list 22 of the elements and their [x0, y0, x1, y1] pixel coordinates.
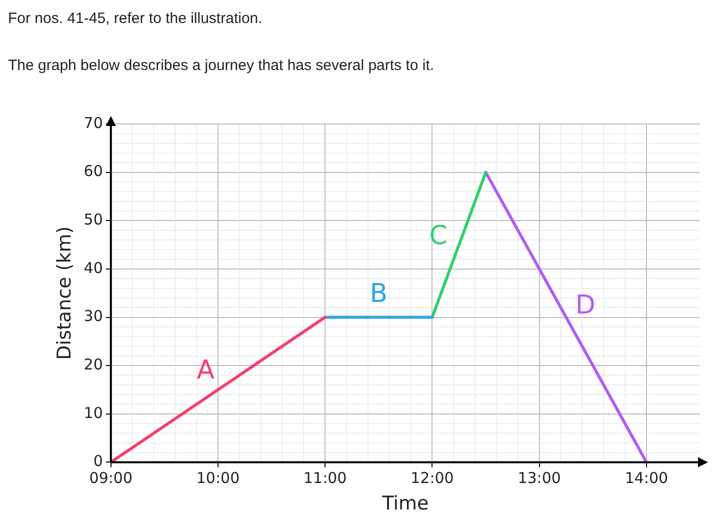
x-tick-label: 13:00	[518, 469, 561, 488]
y-tick-label: 10	[84, 404, 103, 422]
x-tick-label: 14:00	[624, 469, 668, 488]
x-axis-title: Time	[381, 492, 429, 515]
y-axis-title: Distance (km)	[53, 226, 76, 360]
y-tick-label: 0	[93, 452, 103, 470]
x-tick-label: 10:00	[196, 469, 240, 488]
x-tick-label: 12:00	[410, 469, 454, 488]
y-tick-label: 40	[84, 258, 103, 277]
chart-title: For nos. 41-45, refer to the illustration.	[8, 10, 262, 27]
y-tick-label: 70	[84, 114, 103, 132]
series-label: C	[429, 220, 448, 251]
x-tick-label: 09:00	[89, 469, 133, 488]
y-tick-label: 30	[84, 307, 103, 326]
series-label: A	[196, 355, 215, 386]
y-tick-label: 50	[84, 210, 103, 229]
y-tick-label: 60	[84, 162, 103, 180]
series-label: B	[370, 279, 388, 310]
chart-subtitle: The graph below describes a journey that has several parts to it.	[8, 57, 434, 74]
x-tick-label: 11:00	[303, 469, 347, 488]
series-label: D	[575, 290, 596, 320]
y-tick-label: 20	[84, 355, 103, 374]
